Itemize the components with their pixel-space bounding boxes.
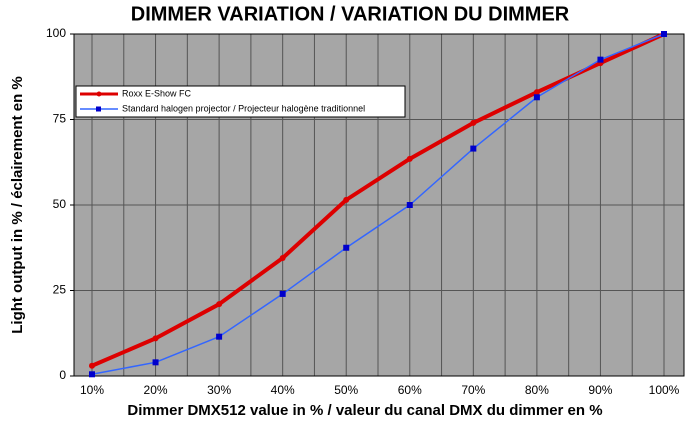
marker xyxy=(216,333,223,340)
x-tick-label: 40% xyxy=(271,383,295,397)
marker xyxy=(89,362,95,369)
series-line xyxy=(91,33,665,376)
marker xyxy=(470,145,477,152)
y-tick-label: 75 xyxy=(53,112,67,126)
marker xyxy=(533,89,540,96)
marker xyxy=(406,202,413,208)
marker xyxy=(152,359,159,366)
x-tick-label: 30% xyxy=(207,383,231,397)
y-axis-label: Light output in % / éclairement en % xyxy=(9,76,26,334)
y-tick-label: 0 xyxy=(59,368,66,382)
marker xyxy=(533,94,540,101)
legend-label: Standard halogen projector / Projecteur … xyxy=(122,103,365,113)
marker xyxy=(279,255,286,262)
legend-marker xyxy=(96,91,102,97)
chart-title: DIMMER VARIATION / VARIATION DU DIMMER xyxy=(131,3,570,25)
x-tick-label: 60% xyxy=(398,383,422,397)
marker xyxy=(597,56,604,63)
x-tick-label: 50% xyxy=(334,383,358,397)
x-tick-label: 10% xyxy=(80,383,104,397)
marker xyxy=(343,244,350,251)
x-tick-label: 20% xyxy=(144,383,168,397)
marker xyxy=(406,155,413,162)
x-tick-label: 70% xyxy=(461,383,485,397)
marker xyxy=(661,31,667,37)
legend-label: Roxx E-Show FC xyxy=(122,88,192,98)
legend-box xyxy=(75,85,406,118)
marker xyxy=(343,196,350,203)
legend-marker xyxy=(96,106,101,112)
marker xyxy=(470,119,477,126)
x-tick-label: 80% xyxy=(525,383,549,397)
y-tick-label: 50 xyxy=(53,197,67,211)
marker xyxy=(279,290,286,297)
marker xyxy=(216,301,223,308)
y-tick-label: 100 xyxy=(46,26,66,40)
marker xyxy=(152,335,159,342)
plot-border xyxy=(73,33,685,377)
x-tick-label: 90% xyxy=(588,383,612,397)
x-tick-label: 100% xyxy=(649,383,680,397)
x-axis-label: Dimmer DMX512 value in % / valeur du can… xyxy=(127,402,602,419)
marker xyxy=(89,371,95,378)
y-tick-label: 25 xyxy=(53,283,67,297)
